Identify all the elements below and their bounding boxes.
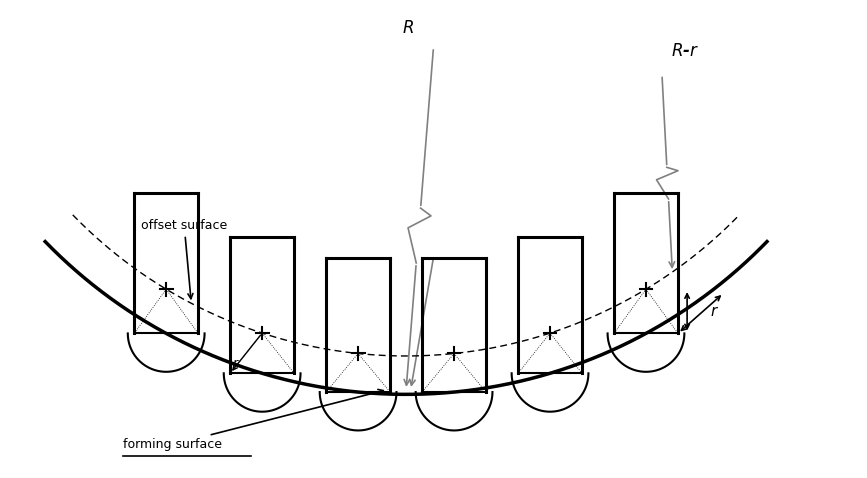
Text: $r$: $r$ bbox=[232, 357, 240, 370]
Text: $r$: $r$ bbox=[710, 304, 719, 319]
Text: offset surface: offset surface bbox=[141, 219, 227, 299]
Text: $R$: $R$ bbox=[401, 20, 414, 37]
Text: $R$-$r$: $R$-$r$ bbox=[671, 42, 700, 60]
Text: forming surface: forming surface bbox=[123, 390, 383, 451]
